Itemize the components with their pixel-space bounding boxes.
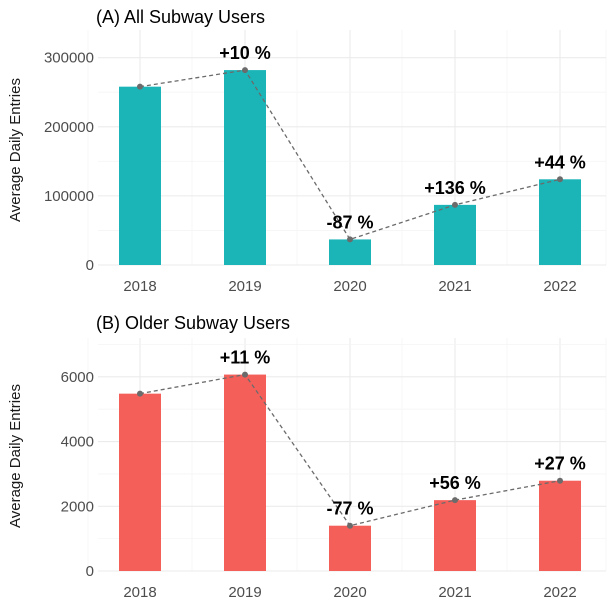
- panel-a-xtick-label: 2021: [438, 278, 471, 295]
- panel-b-trend-point: [452, 497, 458, 504]
- panel-b-y-axis-label: Average Daily Entries: [7, 384, 24, 528]
- panel-b-change-label: +11 %: [220, 348, 271, 368]
- panel-a-change-label: +10 %: [219, 43, 271, 63]
- panel-b-ytick-label: 4000: [61, 434, 94, 451]
- panel-b-bar-2019: [224, 374, 266, 571]
- panel-a-change-label: -87 %: [326, 212, 373, 232]
- panel-b-bar-2021: [434, 500, 476, 571]
- panel-a-trend-point: [452, 201, 458, 208]
- panel-a-trend-point: [242, 67, 248, 74]
- panel-a-bar-2022: [539, 179, 581, 265]
- panel-a-bar-2021: [434, 204, 476, 265]
- panel-a-xtick-label: 2020: [333, 278, 366, 295]
- panel-b-xtick-label: 2019: [228, 584, 261, 601]
- panel-a-title: (A) All Subway Users: [96, 7, 265, 27]
- panel-a-trend-point: [137, 83, 143, 90]
- panel-a-bar-2018: [119, 86, 161, 265]
- panel-a-trend-point: [347, 236, 353, 243]
- panel-b-change-label: +27 %: [534, 454, 586, 474]
- panel-b-bar-2018: [119, 393, 161, 571]
- panel-a-ytick-label: 300000: [44, 50, 94, 67]
- panel-a-xtick-label: 2019: [228, 278, 261, 295]
- panel-a-trend-line: [139, 69, 561, 241]
- panel-b-trend-point: [557, 477, 563, 484]
- panel-b-xtick-label: 2022: [543, 584, 576, 601]
- panel-b-trend-point: [137, 390, 143, 397]
- panel-a-ytick-label: 100000: [44, 188, 94, 205]
- panel-b-bar-2022: [539, 480, 581, 571]
- panel-a-xtick-label: 2022: [543, 278, 576, 295]
- panel-b-xtick-label: 2020: [333, 584, 366, 601]
- panel-a-change-label: +136 %: [424, 178, 486, 198]
- panel-a-bar-2019: [224, 70, 266, 266]
- panel-a-ytick-label: 200000: [44, 119, 94, 136]
- panel-a-xtick-label: 2018: [123, 278, 156, 295]
- panel-b-trend-point: [242, 371, 248, 378]
- panel-a-y-axis-label: Average Daily Entries: [7, 78, 24, 222]
- panel-b-xtick-label: 2021: [438, 584, 471, 601]
- panel-b-xtick-label: 2018: [123, 584, 156, 601]
- panel-a-change-label: +44 %: [534, 152, 586, 172]
- panel-a-trend-point: [557, 176, 563, 183]
- panel-b-bar-2020: [329, 525, 371, 571]
- panel-b-ytick-label: 6000: [61, 369, 94, 386]
- panel-a-bar-2020: [329, 239, 371, 265]
- panel-a-ytick-label: 0: [86, 257, 94, 274]
- panel-b-ytick-label: 0: [86, 563, 94, 580]
- panel-b-change-label: +56 %: [429, 473, 481, 493]
- panel-b-change-label: -77 %: [326, 499, 373, 519]
- panel-b-ytick-label: 2000: [61, 498, 94, 515]
- panel-b-trend-point: [347, 522, 353, 529]
- panel-b-title: (B) Older Subway Users: [96, 313, 290, 333]
